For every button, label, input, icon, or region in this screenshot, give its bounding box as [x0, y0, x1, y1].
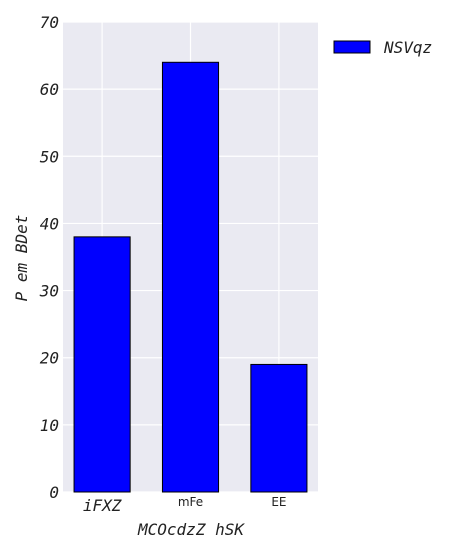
- y-tick-label: 60: [40, 80, 59, 99]
- y-tick-label: 10: [40, 416, 59, 435]
- y-tick-label: 50: [40, 147, 59, 166]
- bar-EE: [250, 363, 308, 493]
- bar-iFXZ: [73, 236, 131, 493]
- y-tick-label: 30: [39, 282, 59, 301]
- x-tick-labels: iFXZ mFe EE: [83, 495, 287, 515]
- y-tick-label: 40: [40, 214, 59, 233]
- y-tick-label: 20: [40, 349, 59, 368]
- bar-mFe: [161, 61, 220, 493]
- y-tick-label: 70: [40, 13, 59, 32]
- x-tick-label: iFXZ: [83, 496, 122, 515]
- y-tick-label: 0: [49, 483, 59, 502]
- x-axis-label: MCOcdzZ hSK: [137, 520, 245, 539]
- legend-label: NSVqz: [383, 38, 432, 57]
- legend-swatch: [333, 40, 371, 54]
- x-tick-label: mFe: [178, 495, 203, 509]
- x-tick-label: EE: [271, 495, 286, 509]
- y-axis-label: P em BDet: [12, 215, 31, 302]
- y-tick-labels: 0 10 20 30 40 50 60 70: [39, 13, 59, 502]
- bars: [73, 61, 308, 493]
- legend: NSVqz: [333, 38, 432, 57]
